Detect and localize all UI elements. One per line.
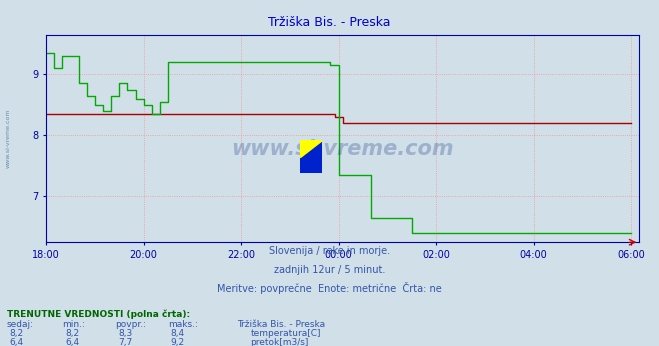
Text: pretok[m3/s]: pretok[m3/s] <box>250 338 309 346</box>
Text: min.:: min.: <box>63 320 86 329</box>
Text: 8,4: 8,4 <box>171 329 185 338</box>
Bar <box>311 140 322 156</box>
Text: 8,2: 8,2 <box>65 329 80 338</box>
Text: Meritve: povprečne  Enote: metrične  Črta: ne: Meritve: povprečne Enote: metrične Črta:… <box>217 282 442 294</box>
Text: Tržiška Bis. - Preska: Tržiška Bis. - Preska <box>268 16 391 29</box>
Text: TRENUTNE VREDNOSTI (polna črta):: TRENUTNE VREDNOSTI (polna črta): <box>7 309 190 319</box>
Text: 8,3: 8,3 <box>118 329 132 338</box>
Polygon shape <box>300 140 322 156</box>
Text: 9,2: 9,2 <box>171 338 185 346</box>
Text: sedaj:: sedaj: <box>7 320 34 329</box>
Polygon shape <box>300 140 322 156</box>
Bar <box>300 156 322 173</box>
Text: Tržiška Bis. - Preska: Tržiška Bis. - Preska <box>237 320 326 329</box>
Text: temperatura[C]: temperatura[C] <box>250 329 321 338</box>
Text: Slovenija / reke in morje.: Slovenija / reke in morje. <box>269 246 390 256</box>
Bar <box>300 140 311 156</box>
Text: povpr.:: povpr.: <box>115 320 146 329</box>
Text: maks.:: maks.: <box>168 320 198 329</box>
Text: www.si-vreme.com: www.si-vreme.com <box>5 109 11 168</box>
Text: zadnjih 12ur / 5 minut.: zadnjih 12ur / 5 minut. <box>273 265 386 275</box>
Text: 8,2: 8,2 <box>9 329 24 338</box>
Text: www.si-vreme.com: www.si-vreme.com <box>231 139 454 159</box>
Text: 6,4: 6,4 <box>65 338 80 346</box>
Text: 6,4: 6,4 <box>9 338 24 346</box>
Text: 7,7: 7,7 <box>118 338 132 346</box>
